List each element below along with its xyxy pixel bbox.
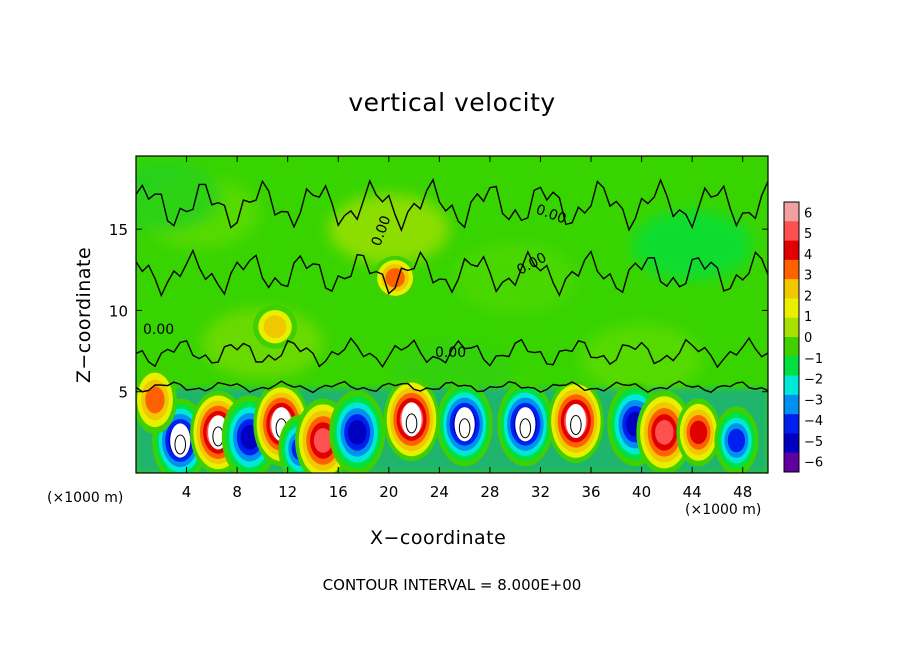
colorbar-segment [784, 414, 799, 434]
colorbar-segment [784, 433, 799, 454]
cell-band [313, 428, 333, 453]
colorbar-segment [784, 202, 799, 222]
contour-interval-note: CONTOUR INTERVAL = 8.000E+00 [322, 576, 582, 594]
field-patch [632, 210, 753, 281]
y-tick-label: 15 [109, 221, 128, 239]
colorbar-segment [784, 337, 799, 357]
x-tick-label: 40 [632, 483, 651, 501]
colorbar-tick-label: 0 [804, 331, 812, 346]
cell-core [401, 402, 422, 437]
x-tick-label: 28 [480, 483, 499, 501]
field-patch [328, 194, 449, 265]
x-unit-label-right: (×1000 m) [685, 502, 762, 518]
colorbar-segment [784, 221, 799, 241]
colorbar-segment [784, 452, 799, 473]
x-tick-label: 20 [379, 483, 398, 501]
x-tick-label: 8 [232, 483, 242, 501]
colorbar-frame [783, 201, 800, 473]
x-unit-label-left: (×1000 m) [47, 490, 124, 506]
colorbar-tick-label: 5 [804, 227, 812, 242]
colorbar-tick-label: 2 [804, 289, 812, 304]
zero-contour [136, 380, 768, 394]
cell-band [263, 315, 287, 339]
field-patch [136, 161, 222, 232]
y-tick-label: 10 [109, 302, 128, 320]
plot-frame [135, 155, 769, 474]
colorbar-segment [784, 298, 799, 319]
colorbar-tick-label: −4 [804, 414, 823, 429]
colorbar-segment [784, 317, 799, 338]
cell-core [170, 423, 191, 458]
zero-contour [136, 178, 768, 233]
cell-band [727, 428, 746, 453]
plot-area [136, 156, 768, 473]
y-axis-label: Z−coordinate [73, 246, 95, 384]
x-tick-label: 32 [531, 483, 550, 501]
cell-band [145, 386, 165, 414]
colorbar-segment [784, 259, 799, 280]
cell-core [565, 403, 586, 439]
x-tick-label: 44 [683, 483, 702, 501]
field-patch [581, 324, 702, 395]
core-contour [458, 418, 471, 439]
colorbar-segment [784, 356, 799, 376]
colorbar-tick-label: −1 [804, 352, 823, 367]
x-tick-label: 36 [581, 483, 600, 501]
x-axis-label: X−coordinate [370, 527, 507, 549]
y-tick-label: 5 [118, 384, 128, 402]
zero-contour [136, 248, 768, 298]
field-patch [455, 242, 576, 313]
cell-band [347, 420, 367, 445]
cell-band [689, 420, 708, 445]
colorbar-tick-label: −3 [804, 393, 823, 408]
colorbar-segment [784, 375, 799, 396]
contour-label: 0.00 [435, 345, 466, 361]
x-tick-label: 16 [329, 483, 348, 501]
colorbar-tick-label: −2 [804, 373, 823, 388]
core-contour [405, 413, 418, 434]
chart-title: vertical velocity [348, 88, 556, 117]
colorbar-segment [784, 279, 799, 299]
colorbar-tick-label: −6 [804, 456, 823, 471]
cell-band [385, 268, 405, 288]
x-tick-label: 12 [278, 483, 297, 501]
cell-band [655, 420, 674, 445]
x-tick-label: 24 [430, 483, 449, 501]
cell-core [454, 407, 475, 442]
zero-contour [136, 336, 768, 369]
colorbar-tick-label: 3 [804, 269, 812, 284]
core-contour [174, 434, 187, 455]
core-contour [570, 414, 582, 435]
core-contour [519, 418, 532, 439]
colorbar-tick-label: 6 [804, 206, 812, 221]
contour-label: 0.00 [143, 322, 174, 338]
colorbar-tick-label: −5 [804, 435, 823, 450]
x-tick-label: 48 [733, 483, 752, 501]
colorbar-segment [784, 394, 799, 415]
x-tick-label: 4 [182, 483, 192, 501]
cell-core [515, 407, 536, 442]
colorbar-tick-label: 1 [804, 310, 812, 325]
colorbar-segment [784, 240, 799, 261]
colorbar-tick-label: 4 [804, 248, 812, 263]
